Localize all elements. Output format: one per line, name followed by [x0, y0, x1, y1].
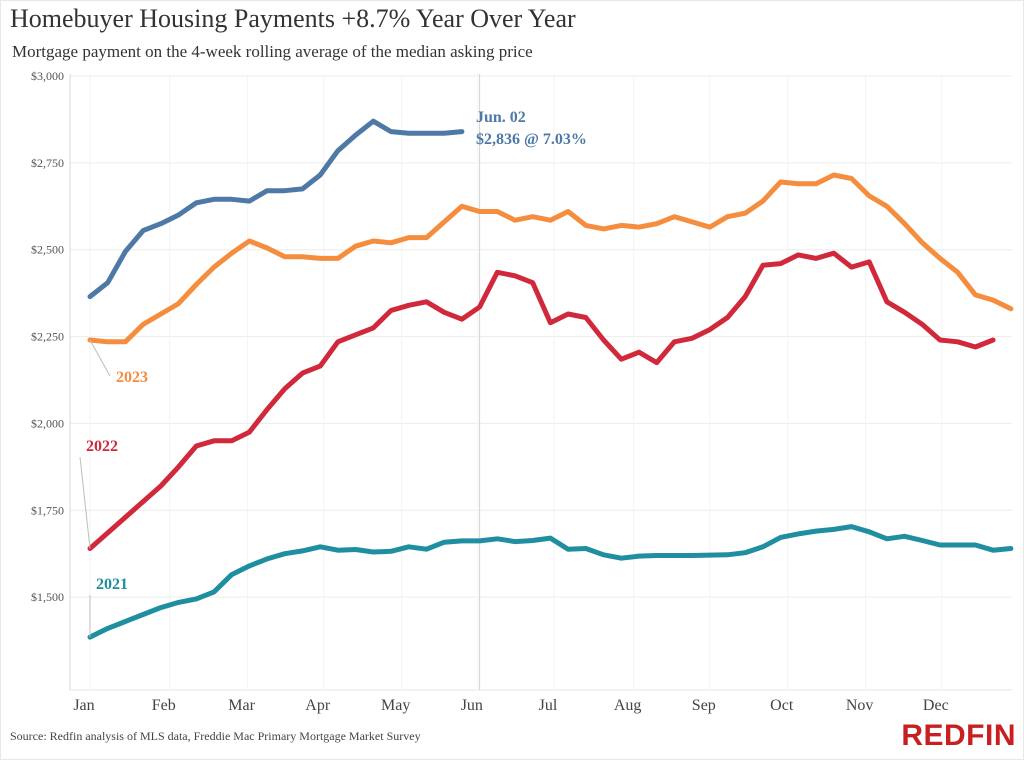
axes: $1,500 $1,750 $2,000 $2,250 $2,500 $2,750 $3,0…	[31, 69, 949, 714]
series-label-2023: 2023	[116, 369, 148, 386]
series-line-2023	[87, 172, 1014, 345]
series-line-2021	[87, 524, 1014, 640]
series-lines	[87, 118, 1014, 640]
y-tick-label: $1,500	[31, 590, 64, 604]
series-label-2021: 2021	[96, 576, 128, 593]
y-tick-label: $2,250	[31, 330, 64, 344]
chart-title: Homebuyer Housing Payments +8.7% Year Ov…	[10, 4, 576, 33]
annotation-line-2: $2,836 @ 7.03%	[476, 131, 587, 148]
redfin-logo: REDFIN	[901, 719, 1016, 752]
series-label-2022: 2022	[86, 438, 118, 455]
y-tick-label: $2,500	[31, 243, 64, 257]
x-tick-label: Jan	[73, 697, 94, 714]
y-tick-label: $3,000	[31, 69, 64, 83]
x-tick-label: Oct	[770, 697, 794, 714]
y-tick-label: $1,750	[31, 503, 64, 517]
series-line-2022	[87, 250, 996, 551]
series-line-current	[87, 118, 465, 300]
x-tick-label: Mar	[228, 697, 255, 714]
leader-line-2022	[79, 456, 91, 549]
x-tick-label: Sep	[692, 697, 716, 714]
x-tick-label: Feb	[152, 697, 176, 714]
x-tick-label: Jun	[461, 697, 483, 714]
x-tick-label: Jul	[539, 697, 558, 714]
x-tick-label: May	[381, 697, 410, 714]
annotation-line-1: Jun. 02	[476, 109, 526, 126]
gridlines	[69, 74, 1012, 691]
x-tick-label: Apr	[305, 697, 331, 714]
x-tick-label: Aug	[614, 697, 642, 714]
annotation: Jun. 02 $2,836 @ 7.03%	[476, 109, 587, 148]
y-tick-label: $2,750	[31, 156, 64, 170]
series-labels: 2021 2022 2023	[79, 339, 148, 638]
x-tick-label: Nov	[846, 697, 874, 714]
leader-line-2023	[89, 339, 111, 377]
chart-subtitle: Mortgage payment on the 4-week rolling a…	[12, 42, 533, 61]
x-tick-label: Dec	[923, 697, 949, 714]
source-note: Source: Redfin analysis of MLS data, Fre…	[10, 729, 421, 743]
y-tick-label: $2,000	[31, 416, 64, 430]
